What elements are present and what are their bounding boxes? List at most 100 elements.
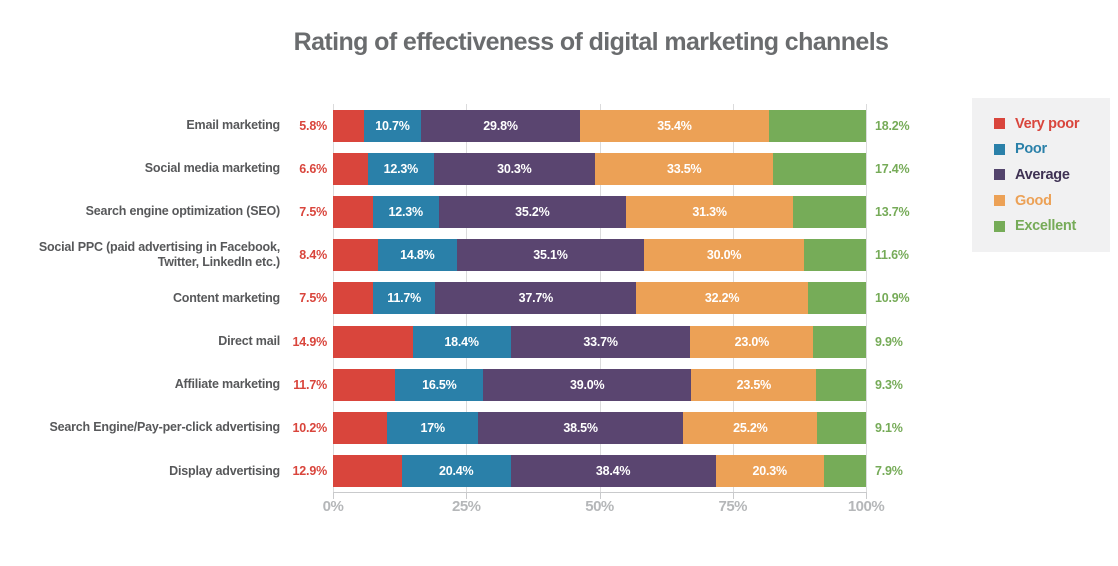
bar-segment-very-poor	[333, 455, 402, 488]
x-axis-tick	[599, 492, 601, 499]
value-label-excellent: 11.6%	[875, 248, 909, 263]
stacked-bar: 18.4% 33.7% 23.0%	[333, 325, 866, 358]
bar-segment-average: 38.5%	[477, 411, 684, 444]
category-label: Search engine optimization (SEO)	[85, 204, 281, 219]
bar-segment-poor: 12.3%	[368, 152, 434, 185]
segment-value-label: 33.5%	[666, 161, 702, 176]
legend-item: Excellent	[994, 213, 1110, 239]
category-label: Social media marketing	[144, 161, 280, 176]
bar-segment-average: 37.7%	[435, 282, 637, 315]
bar-segment-poor: 14.8%	[377, 239, 457, 272]
bar-row: Display advertising 12.9% 20.4% 38.4% 20.3% 7…	[0, 450, 940, 493]
category-label: Affiliate marketing	[174, 377, 280, 392]
category-label: Direct mail	[218, 334, 280, 349]
bar-segment-average: 35.1%	[456, 239, 645, 272]
x-axis-tick	[333, 492, 334, 499]
category-label: Social PPC (paid advertising in Facebook…	[38, 240, 280, 270]
bar-segment-very-poor	[333, 282, 373, 315]
value-label-very-poor: 7.5%	[299, 291, 327, 306]
bar-row: Social media marketing 6.6% 12.3% 30.3% 33.5…	[0, 147, 940, 190]
bar-row: Social PPC (paid advertising in Facebook…	[0, 234, 940, 277]
segment-value-label: 35.1%	[533, 248, 568, 263]
x-axis-tick-label: 100%	[847, 498, 885, 515]
segment-value-label: 12.3%	[388, 204, 424, 219]
value-label-excellent: 10.9%	[875, 291, 910, 306]
bar-row: Direct mail 14.9% 18.4% 33.7% 23.0% 9.9%	[0, 320, 940, 363]
bar-segment-poor: 12.3%	[372, 195, 439, 228]
bar-segment-poor: 18.4%	[412, 325, 511, 358]
bar-segment-good: 33.5%	[594, 152, 774, 185]
bar-segment-very-poor	[333, 239, 378, 272]
value-label-very-poor: 14.9%	[292, 334, 328, 349]
segment-value-label: 30.0%	[706, 248, 742, 263]
legend-swatch	[994, 118, 1005, 130]
value-label-very-poor: 6.6%	[299, 161, 327, 176]
segment-value-label: 30.3%	[497, 161, 532, 176]
legend-swatch	[994, 169, 1005, 181]
bar-row: Content marketing 7.5% 11.7% 37.7% 32.2% 10.9…	[0, 277, 940, 320]
segment-value-label: 35.4%	[657, 118, 692, 133]
legend-swatch	[994, 195, 1005, 207]
bar-segment-excellent	[813, 325, 866, 358]
bar-segment-excellent	[823, 455, 867, 488]
bar-row: Search Engine/Pay-per-click advertising 1…	[0, 406, 940, 449]
value-label-very-poor: 12.9%	[292, 464, 328, 479]
bar-segment-good: 20.3%	[715, 455, 824, 488]
bar-segment-average: 39.0%	[483, 368, 692, 401]
bar-segment-poor: 11.7%	[372, 282, 436, 315]
segment-value-label: 23.5%	[736, 377, 772, 392]
bar-segment-good: 30.0%	[644, 239, 805, 272]
bar-segment-poor: 20.4%	[401, 455, 511, 488]
bar-row: Affiliate marketing 11.7% 16.5% 39.0% 23.5% 9…	[0, 363, 940, 406]
segment-value-label: 38.4%	[595, 464, 631, 479]
segment-value-label: 32.2%	[704, 291, 740, 306]
category-label: Search Engine/Pay-per-click advertising	[49, 420, 281, 435]
bar-segment-good: 35.4%	[580, 109, 769, 142]
bar-segment-good: 25.2%	[683, 411, 818, 444]
bar-segment-very-poor	[333, 368, 396, 401]
bar-segment-average: 33.7%	[510, 325, 691, 358]
segment-value-label: 17%	[420, 420, 445, 435]
legend-label: Good	[1015, 192, 1052, 209]
category-label: Display advertising	[169, 463, 280, 478]
segment-value-label: 37.7%	[518, 291, 554, 306]
value-label-very-poor: 7.5%	[299, 204, 327, 219]
bar-segment-very-poor	[333, 325, 413, 358]
legend-item: Average	[994, 162, 1110, 188]
segment-value-label: 11.7%	[387, 291, 422, 306]
stacked-bar: 14.8% 35.1% 30.0%	[333, 239, 866, 272]
chart-title: Rating of effectiveness of digital marke…	[293, 28, 889, 56]
x-axis-tick	[466, 492, 468, 499]
category-label: Email marketing	[186, 118, 280, 133]
segment-value-label: 18.4%	[444, 334, 479, 349]
x-axis-tick	[732, 492, 734, 499]
stacked-bar: 17% 38.5% 25.2%	[333, 411, 866, 444]
segment-value-label: 16.5%	[422, 377, 457, 392]
segment-value-label: 25.2%	[733, 420, 768, 435]
bar-segment-very-poor	[333, 152, 369, 185]
value-label-very-poor: 10.2%	[292, 420, 328, 435]
x-axis-tick-label: 0%	[322, 498, 344, 515]
value-label-excellent: 9.3%	[875, 377, 903, 392]
category-label: Content marketing	[172, 290, 280, 305]
bar-segment-good: 23.5%	[691, 368, 817, 401]
segment-value-label: 23.0%	[734, 334, 770, 349]
stacked-bar: 10.7% 29.8% 35.4%	[333, 109, 867, 142]
bar-segment-average: 35.2%	[438, 195, 627, 228]
value-label-very-poor: 5.8%	[299, 118, 327, 133]
segment-value-label: 35.2%	[515, 204, 550, 219]
x-axis-tick-label: 75%	[718, 498, 748, 515]
segment-value-label: 33.7%	[583, 334, 618, 349]
value-label-very-poor: 11.7%	[293, 377, 327, 392]
legend-swatch	[994, 143, 1005, 155]
stacked-bar: 11.7% 37.7% 32.2%	[333, 282, 866, 315]
value-label-very-poor: 8.4%	[299, 248, 327, 263]
value-label-excellent: 9.1%	[875, 420, 903, 435]
bar-row: Email marketing 5.8% 10.7% 29.8% 35.4% 18.2%	[0, 104, 940, 147]
legend-label: Poor	[1015, 141, 1047, 158]
segment-value-label: 31.3%	[692, 204, 727, 219]
legend-swatch	[994, 220, 1005, 232]
legend-item: Poor	[994, 137, 1110, 163]
bar-segment-average: 38.4%	[510, 455, 716, 488]
